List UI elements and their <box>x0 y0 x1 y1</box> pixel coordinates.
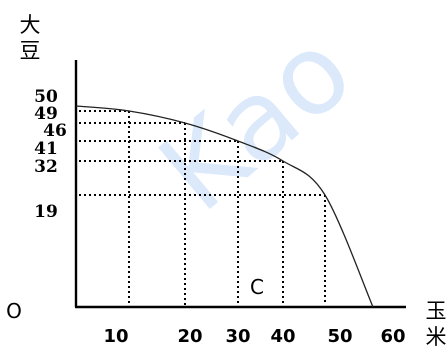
x-tick-labels: 10 20 30 40 50 60 <box>103 326 405 347</box>
y-tick-label: 32 <box>34 157 58 177</box>
region-label: C <box>250 275 264 299</box>
watermark: Kao <box>136 6 375 236</box>
x-axis-title-line2: 米 <box>426 325 447 349</box>
x-tick-label: 40 <box>270 326 295 347</box>
y-tick-label: 19 <box>34 202 58 222</box>
x-tick-label: 60 <box>380 326 405 347</box>
origin-label: O <box>6 299 22 323</box>
x-tick-label: 20 <box>177 326 202 347</box>
x-axis-title-line1: 玉 <box>426 299 447 323</box>
y-axis-title-line2: 豆 <box>20 39 41 63</box>
y-tick-label: 49 <box>34 104 58 124</box>
y-axis-title-line1: 大 <box>20 13 41 37</box>
watermark-text: Kao <box>136 6 375 236</box>
x-tick-label: 50 <box>327 326 352 347</box>
y-tick-label: 50 <box>34 87 58 107</box>
x-tick-label: 30 <box>225 326 250 347</box>
ppf-curve <box>75 105 374 308</box>
y-tick-label: 41 <box>34 139 58 159</box>
guide-lines <box>79 110 326 305</box>
y-tick-label: 46 <box>43 121 67 141</box>
x-tick-label: 10 <box>103 326 128 347</box>
